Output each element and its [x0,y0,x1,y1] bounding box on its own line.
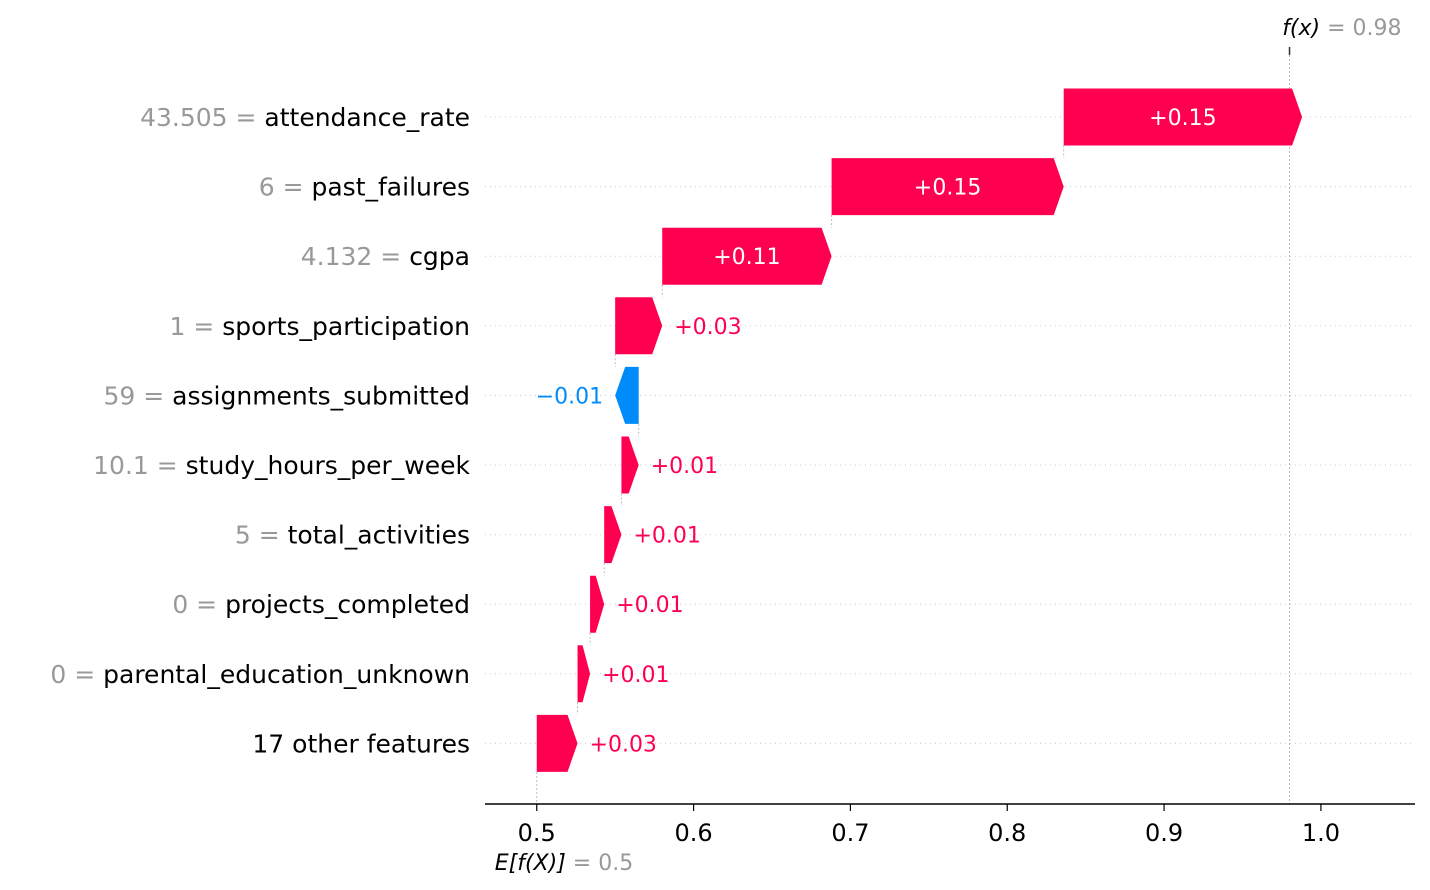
contribution-label: +0.11 [713,245,780,270]
contribution-label: +0.03 [674,315,741,340]
feature-name: attendance_rate [264,103,470,132]
contribution-label: +0.15 [1149,106,1216,131]
feature-name: assignments_submitted [172,381,470,410]
bar-sports_participation [615,297,663,355]
feature-value: 0 = [50,660,103,689]
bar-study_hours_per_week [621,436,639,494]
final-value-label: f(x) = 0.98 [1282,16,1401,41]
base-label-text: E[f(X)] [495,851,566,876]
base-value-text: = 0.5 [566,851,633,876]
feature-label: 17 other features [252,729,470,758]
x-axis: 0.5 0.6 0.7 0.8 0.9 1.0 E[f(X)] = 0.5 f(x) = 0.… [485,16,1415,876]
feature-name: parental_education_unknown [103,660,470,689]
bar-17-other-features [536,714,578,772]
contribution-label: +0.01 [651,454,718,479]
x-tick-label: 0.6 [674,819,712,847]
grid-layer [485,47,1415,804]
bar-cgpa [662,227,832,285]
bar-assignments_submitted [615,366,639,424]
feature-label: 59 = assignments_submitted [104,381,470,410]
bar-layer [536,88,1303,772]
feature-label: 5 = total_activities [235,521,470,550]
bar-attendance_rate [1063,88,1303,146]
feature-name: 17 other features [252,729,470,758]
feature-name: projects_completed [225,590,470,619]
final-label-text: f(x) [1282,16,1320,41]
feature-value: 10.1 = [93,451,186,480]
contribution-label: +0.01 [602,663,669,688]
x-tick-label: 1.0 [1302,819,1340,847]
bar-parental_education_unknown [577,645,591,703]
feature-value: 5 = [235,521,288,550]
feature-name: sports_participation [222,312,470,341]
base-value-label: E[f(X)] = 0.5 [495,851,633,876]
feature-label: 0 = projects_completed [172,590,470,619]
x-tick-label: 0.8 [988,819,1026,847]
contribution-label: +0.03 [590,732,657,757]
feature-value: 4.132 = [301,242,409,271]
feature-label: 0 = parental_education_unknown [50,660,470,689]
feature-label: 10.1 = study_hours_per_week [93,451,470,480]
feature-value: 43.505 = [140,103,264,132]
feature-value: 0 = [172,590,225,619]
feature-value: 59 = [104,381,173,410]
x-tick-label: 0.7 [831,819,869,847]
contribution-label: +0.01 [633,524,700,549]
x-tick-label: 0.5 [518,819,556,847]
bar-projects_completed [590,575,605,633]
feature-label: 6 = past_failures [259,173,470,202]
final-value-text: = 0.98 [1320,16,1401,41]
feature-name: study_hours_per_week [186,451,471,480]
contribution-label: +0.15 [914,176,981,201]
feature-label: 43.505 = attendance_rate [140,103,470,132]
feature-name: total_activities [288,521,470,550]
label-layer: +0.15 43.505 = attendance_rate +0.15 6 = pa… [50,103,1216,758]
feature-value: 1 = [169,312,222,341]
bar-total_activities [604,506,622,564]
feature-value: 6 = [259,173,312,202]
contribution-label: −0.01 [536,384,603,409]
bar-past_failures [831,158,1064,216]
contribution-label: +0.01 [616,593,683,618]
feature-name: cgpa [409,242,470,271]
feature-name: past_failures [311,173,470,202]
feature-label: 1 = sports_participation [169,312,470,341]
x-tick-label: 0.9 [1145,819,1183,847]
feature-label: 4.132 = cgpa [301,242,470,271]
